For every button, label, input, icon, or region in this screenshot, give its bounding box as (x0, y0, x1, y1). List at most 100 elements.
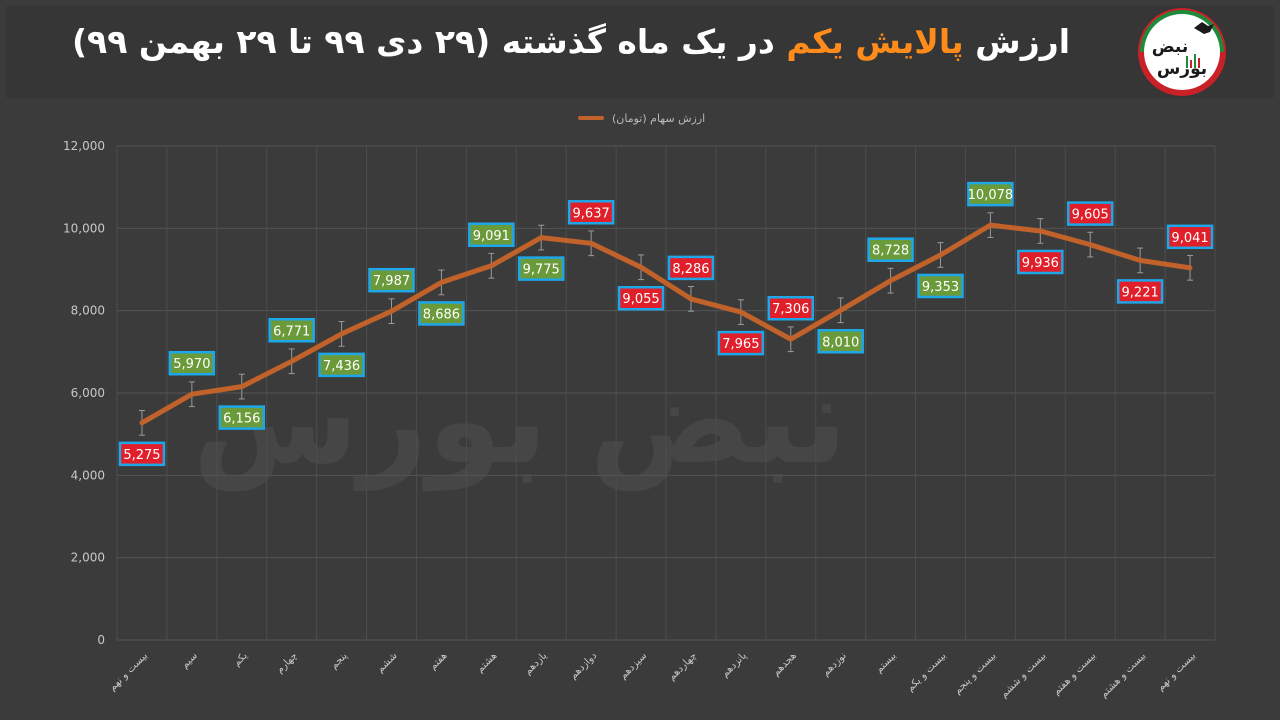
data-label-box (268, 318, 315, 343)
data-label: 9,353 (917, 273, 964, 299)
x-tick-label: بیستم (874, 650, 899, 675)
title-highlight: پالایش یکم (786, 22, 964, 61)
x-tick-label: بیست و یکم (905, 650, 949, 694)
x-tick-label: بیست و هفتم (1051, 650, 1098, 697)
x-tick-label: ششم (375, 650, 400, 675)
data-label-text: 10,078 (968, 188, 1014, 203)
x-tick-label: دوازدهم (568, 650, 599, 681)
data-label-box (617, 285, 665, 311)
x-tick-label: پنجم (329, 650, 350, 671)
data-label-box (168, 350, 216, 376)
data-label: 5,970 (168, 350, 216, 376)
logo-candles-icon (1186, 54, 1200, 68)
watermark-text: نبض بورس (193, 352, 848, 491)
data-label-box (1166, 224, 1214, 250)
legend-label: ارزش سهام (تومان) (612, 111, 706, 125)
data-label-text: 9,041 (1171, 231, 1208, 246)
x-tick-label: چهارم (274, 650, 299, 675)
x-tick-label: بیست و ششم (998, 650, 1048, 700)
x-tick-label: سیزدهم (618, 650, 649, 681)
header-bar (6, 6, 1274, 98)
watermark: نبض بورس (193, 352, 848, 491)
data-label: 8,010 (817, 329, 864, 354)
y-tick-label: 2,000 (71, 551, 105, 565)
data-label-text: 8,010 (822, 335, 859, 350)
data-label-text: 5,970 (173, 357, 210, 372)
y-tick-label: 4,000 (71, 468, 105, 482)
data-label-box (468, 222, 515, 248)
data-label-text: 7,436 (323, 359, 360, 374)
x-tick-label: پانزدهم (720, 650, 750, 680)
bull-icon (1194, 22, 1214, 34)
data-label-text: 8,728 (872, 244, 909, 259)
data-label: 9,936 (1017, 249, 1064, 275)
data-label: 8,686 (418, 301, 465, 326)
data-label: 7,306 (767, 295, 815, 321)
x-tick-label: چهاردهم (667, 650, 700, 683)
data-label: 6,156 (218, 405, 266, 430)
page-title: ارزش پالایش یکم در یک ماه گذشته (۲۹ دی ۹… (20, 22, 1070, 72)
legend-swatch (578, 116, 604, 120)
data-label-text: 6,156 (223, 412, 260, 427)
title-part1: ارزش (975, 22, 1070, 61)
logo-text-top: نبض (1152, 37, 1189, 57)
data-label: 9,041 (1166, 224, 1214, 250)
data-label-box (1066, 201, 1114, 226)
logo-inner (1144, 14, 1220, 90)
y-tick-label: 10,000 (63, 221, 105, 235)
data-label-box (967, 181, 1014, 207)
data-label-box (318, 352, 365, 378)
data-label: 7,987 (368, 267, 415, 293)
data-label-text: 5,275 (123, 448, 160, 463)
data-label: 8,286 (667, 255, 715, 281)
data-label-text: 9,775 (523, 263, 560, 278)
x-tick-label: نوزدهم (820, 650, 848, 678)
data-label-text: 9,055 (622, 292, 659, 307)
x-tick-label: یکم (232, 650, 251, 669)
data-label-box (817, 329, 864, 354)
x-tick-label: هفتم (428, 650, 450, 672)
data-label-box (418, 301, 465, 326)
data-label: 9,775 (517, 256, 565, 281)
data-label-text: 9,221 (1122, 285, 1159, 300)
data-label: 7,436 (318, 352, 365, 378)
data-label-text: 7,306 (772, 302, 809, 317)
data-label: 10,078 (967, 181, 1014, 207)
data-label-box (667, 255, 715, 281)
data-label: 9,221 (1116, 279, 1164, 304)
data-label: 7,965 (717, 330, 765, 356)
data-label-text: 9,936 (1022, 256, 1059, 271)
data-label-text: 9,353 (922, 280, 959, 295)
x-tick-label: هشتم (475, 650, 500, 675)
data-label-box (917, 273, 964, 299)
x-tick-label: هجدهم (771, 650, 799, 678)
data-label: 9,055 (617, 285, 665, 311)
data-label-text: 9,091 (473, 229, 510, 244)
data-label-box (567, 200, 615, 225)
data-label-box (1017, 249, 1064, 275)
x-tick-label: یازدهم (522, 650, 549, 677)
title-part2: در یک ماه گذشته (۲۹ دی ۹۹ تا ۲۹ بهمن ۹۹) (71, 22, 775, 61)
data-label-text: 6,771 (273, 324, 310, 339)
series-line (139, 222, 1193, 426)
y-tick-label: 0 (97, 633, 105, 647)
data-label-box (1116, 279, 1164, 304)
x-tick-label: بیست و نهم (107, 650, 150, 693)
data-label-box (867, 237, 914, 262)
data-label-text: 7,987 (373, 274, 410, 289)
data-label: 5,275 (118, 441, 166, 467)
x-tick-label: بیست و هشتم (1098, 650, 1148, 700)
data-label: 9,091 (468, 222, 515, 248)
x-tick-label: سیم (179, 650, 200, 671)
y-tick-label: 6,000 (71, 386, 105, 400)
data-label-text: 9,605 (1072, 208, 1109, 223)
data-label: 6,771 (268, 318, 315, 343)
x-tick-label: بیست و پنجم (952, 650, 998, 696)
data-label-text: 7,965 (722, 337, 759, 352)
y-tick-label: 8,000 (71, 304, 105, 318)
chart-legend: ارزش سهام (تومان) (578, 108, 705, 128)
data-label-text: 9,637 (573, 206, 610, 221)
data-label-box (368, 267, 415, 293)
x-tick-label: بیست و نهم (1155, 650, 1198, 693)
